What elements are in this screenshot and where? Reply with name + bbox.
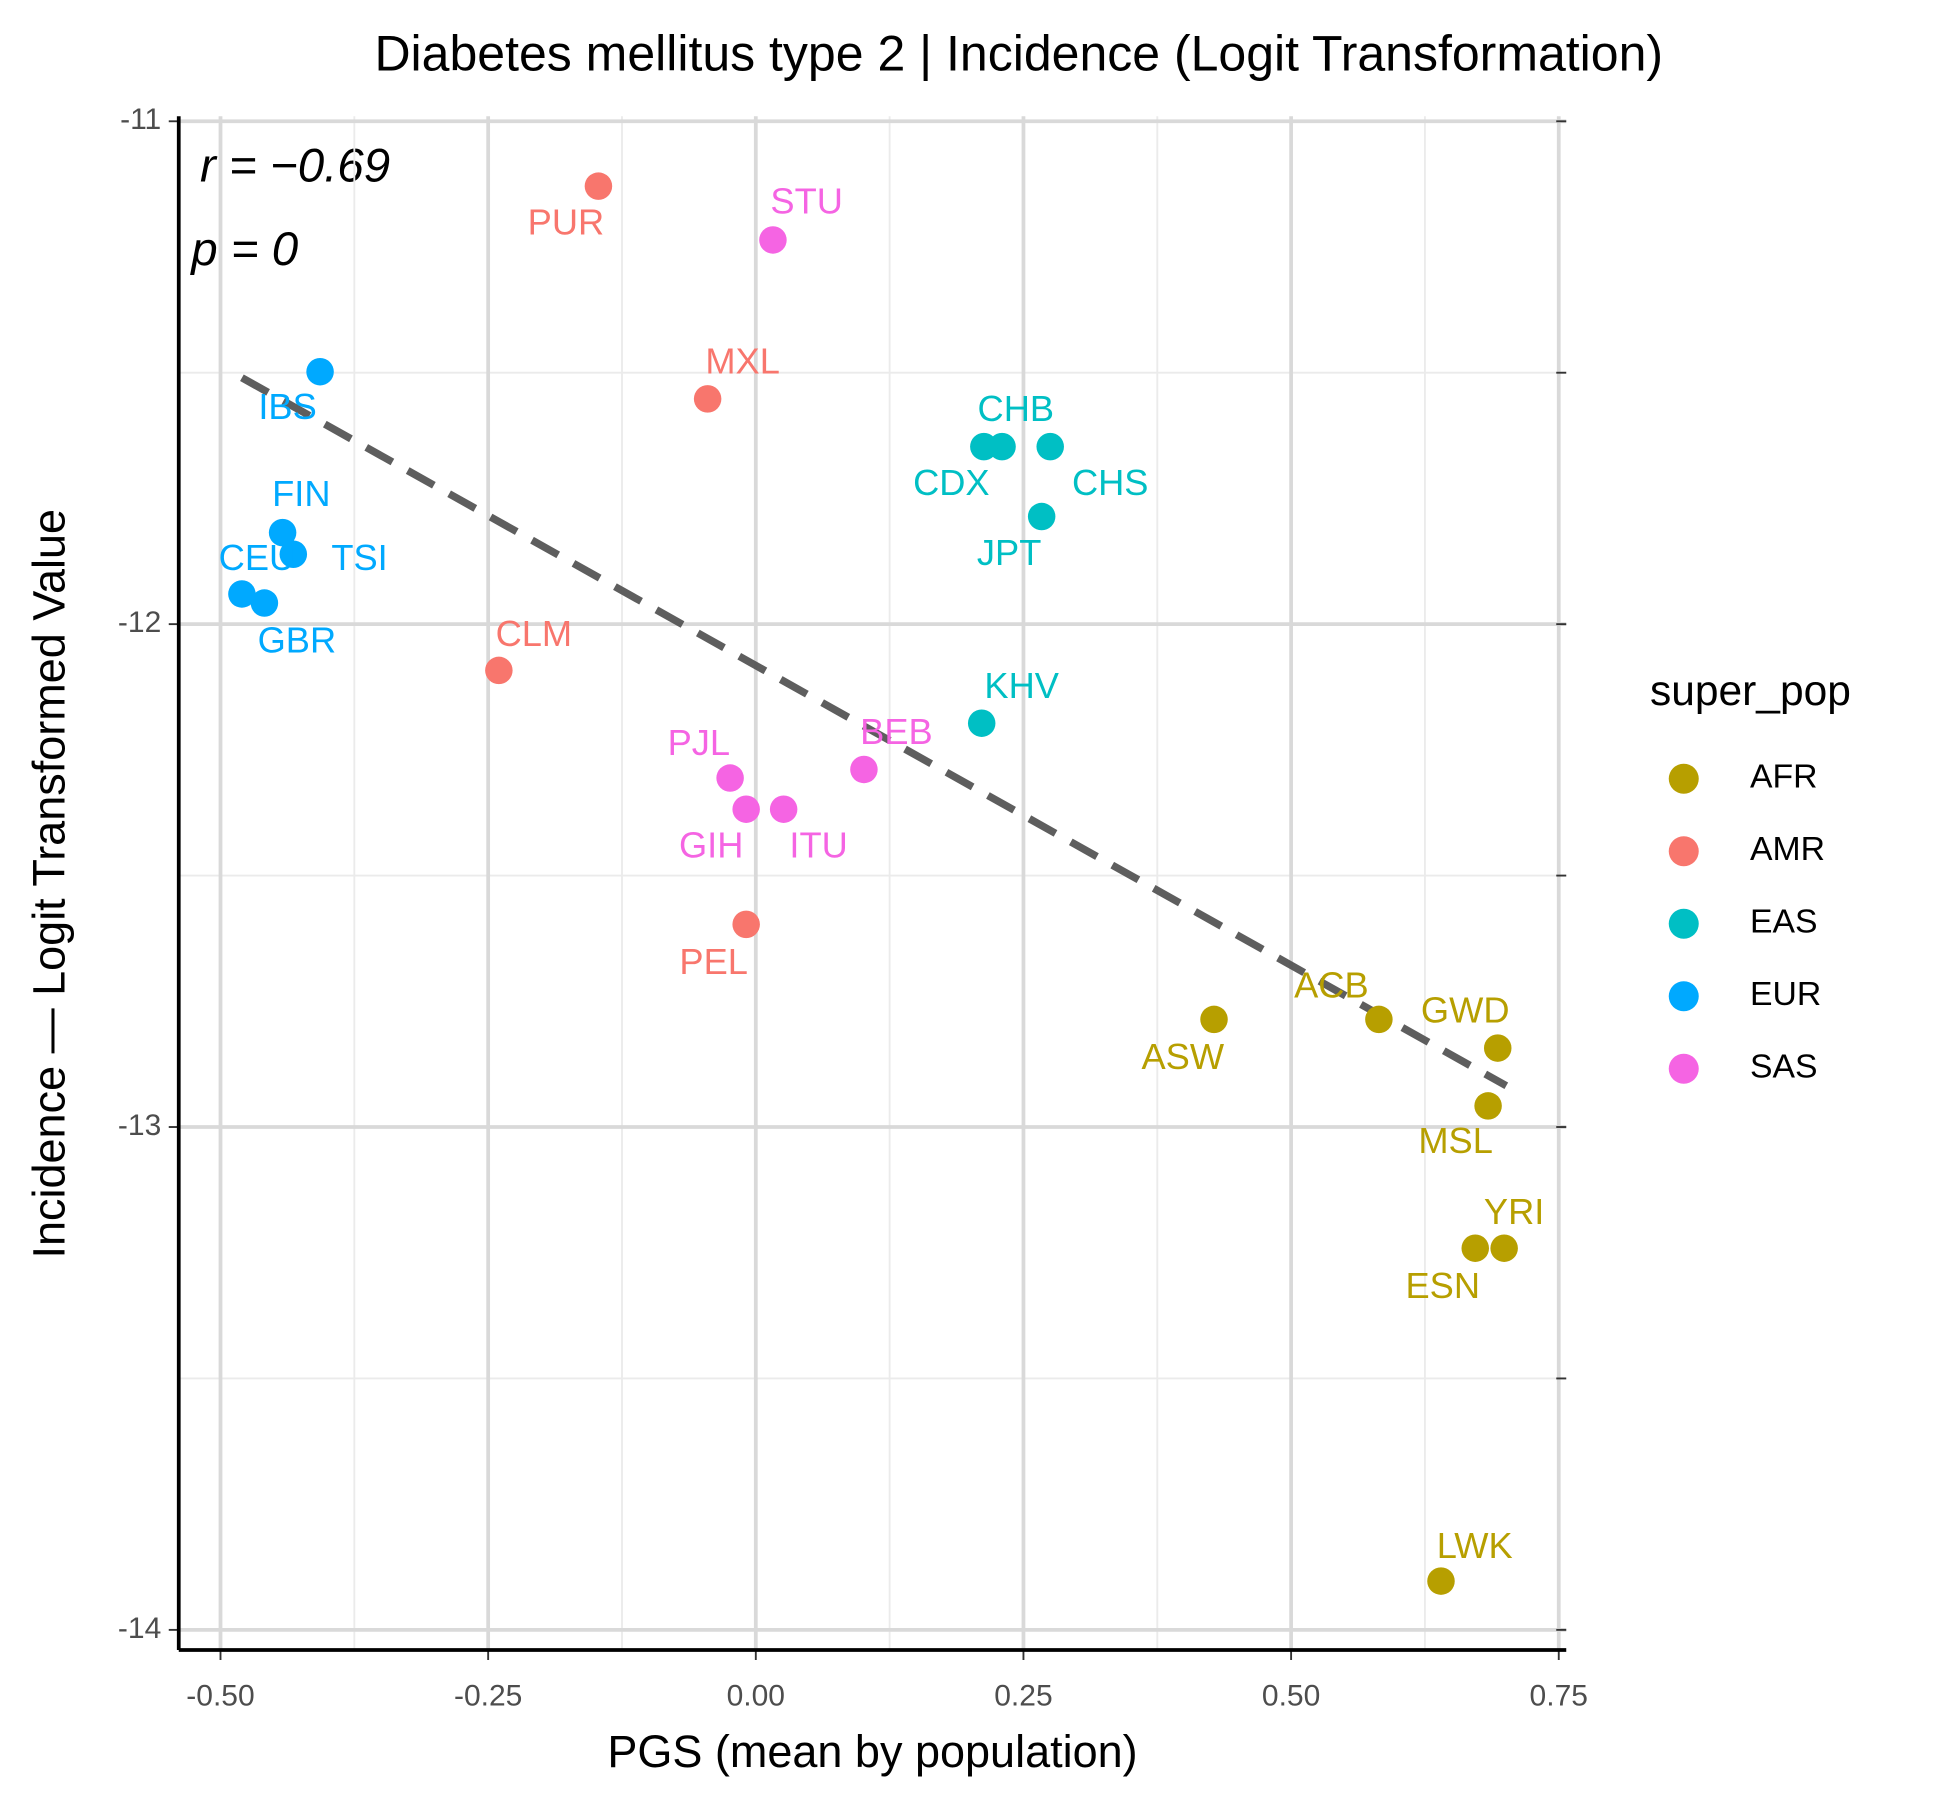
point-label: GWD bbox=[1421, 990, 1510, 1031]
data-point bbox=[306, 357, 334, 386]
y-tick-label: -12 bbox=[118, 606, 161, 639]
legend-label: AFR bbox=[1750, 758, 1818, 796]
point-label: LWK bbox=[1437, 1525, 1513, 1566]
data-point bbox=[584, 172, 613, 200]
legend-label: EAS bbox=[1750, 903, 1818, 941]
data-point bbox=[850, 755, 878, 784]
point-label: TSI bbox=[331, 537, 387, 578]
data-point bbox=[759, 226, 787, 254]
data-point bbox=[732, 795, 760, 823]
x-tick-label: -0.25 bbox=[454, 1679, 522, 1712]
data-point bbox=[967, 709, 996, 737]
point-label: MXL bbox=[705, 340, 780, 381]
data-point bbox=[1483, 1034, 1512, 1062]
point-label: CHB bbox=[978, 388, 1055, 429]
point-label: KHV bbox=[984, 665, 1059, 706]
point-label: GBR bbox=[258, 620, 337, 661]
y-tick-label: -13 bbox=[118, 1109, 161, 1142]
point-label: MSL bbox=[1418, 1120, 1493, 1161]
point-label: PJL bbox=[668, 722, 730, 763]
point-label: ACB bbox=[1294, 965, 1369, 1006]
data-point bbox=[1200, 1005, 1228, 1034]
chart-title: Diabetes mellitus type 2 | Incidence (Lo… bbox=[374, 26, 1663, 82]
legend-marker bbox=[1668, 908, 1699, 939]
y-tick-label: -11 bbox=[120, 103, 161, 136]
x-tick-label: 0.75 bbox=[1530, 1679, 1588, 1712]
point-label: PEL bbox=[679, 941, 748, 982]
data-point bbox=[1490, 1234, 1518, 1262]
data-point bbox=[970, 432, 998, 461]
point-label: YRI bbox=[1484, 1191, 1544, 1232]
legend-marker bbox=[1668, 836, 1699, 867]
point-label: FIN bbox=[272, 473, 330, 514]
legend-marker bbox=[1668, 1053, 1699, 1084]
data-point bbox=[485, 656, 513, 685]
x-tick-label: 0.00 bbox=[727, 1679, 785, 1712]
data-point bbox=[250, 589, 279, 617]
point-label: JPT bbox=[977, 532, 1041, 573]
data-point bbox=[1027, 502, 1056, 531]
legend-marker bbox=[1668, 763, 1699, 794]
point-label: GIH bbox=[679, 825, 743, 866]
point-label: PUR bbox=[528, 201, 605, 242]
annotation: p = 0 bbox=[189, 223, 299, 276]
point-label: ITU bbox=[789, 825, 847, 866]
y-axis-title: Incidence — Logit Transformed Value bbox=[23, 509, 74, 1259]
data-point bbox=[693, 385, 722, 413]
x-tick-label: 0.50 bbox=[1262, 1679, 1320, 1712]
point-label: CDX bbox=[913, 462, 990, 503]
point-label: ESN bbox=[1405, 1265, 1480, 1306]
legend-label: AMR bbox=[1750, 830, 1825, 868]
x-tick-label: -0.50 bbox=[186, 1679, 254, 1712]
trend-line bbox=[240, 374, 1509, 1090]
data-point bbox=[268, 518, 297, 547]
legend-label: SAS bbox=[1750, 1048, 1818, 1086]
data-point bbox=[279, 540, 308, 568]
data-point bbox=[1461, 1234, 1489, 1262]
point-label: ASW bbox=[1141, 1036, 1224, 1077]
data-point bbox=[716, 764, 744, 792]
point-label: IBS bbox=[258, 386, 316, 427]
annotation: r = −0.69 bbox=[200, 139, 390, 192]
point-label: CHS bbox=[1072, 462, 1149, 503]
data-point bbox=[1036, 432, 1064, 461]
point-label: CLM bbox=[496, 613, 573, 654]
data-point bbox=[228, 580, 256, 608]
data-point bbox=[1365, 1005, 1393, 1034]
data-point bbox=[1474, 1092, 1502, 1120]
data-point bbox=[1427, 1567, 1455, 1595]
x-axis-title: PGS (mean by population) bbox=[607, 1726, 1137, 1777]
point-label: STU bbox=[770, 180, 843, 221]
y-tick-label: -14 bbox=[118, 1612, 161, 1645]
data-point bbox=[732, 910, 760, 939]
point-label: BEB bbox=[860, 711, 933, 752]
data-point bbox=[769, 795, 798, 823]
point-label: CEU bbox=[219, 537, 296, 578]
legend-label: EUR bbox=[1750, 975, 1821, 1013]
x-tick-label: 0.25 bbox=[994, 1679, 1052, 1712]
legend-title: super_pop bbox=[1650, 668, 1851, 715]
legend-marker bbox=[1668, 981, 1699, 1012]
